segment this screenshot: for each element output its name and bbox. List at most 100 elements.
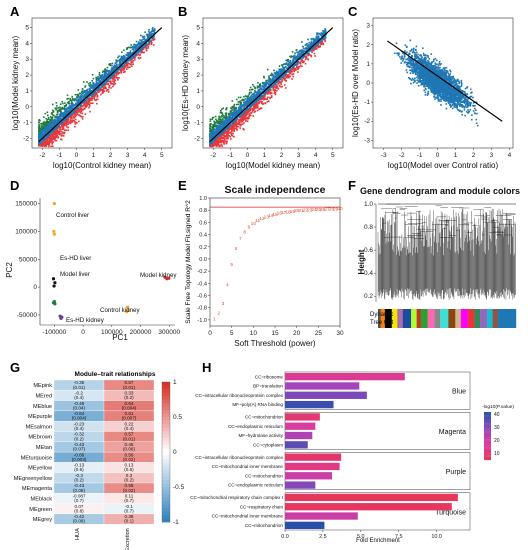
data-point [90,95,93,97]
data-point [70,110,72,112]
data-point [44,138,47,141]
data-point [150,33,153,36]
data-point [254,110,257,113]
data-point [292,57,295,59]
data-point [222,132,225,135]
data-point [116,77,118,79]
data-point [96,94,99,97]
data-point [322,43,325,46]
data-point [219,116,222,119]
data-point [121,56,124,59]
data-point [93,95,95,98]
data-point [304,62,307,65]
data-point [53,139,56,141]
data-point [145,43,147,46]
data-point [226,122,229,125]
data-point [91,84,94,86]
data-point [51,145,54,147]
data-point [143,35,146,38]
data-point [61,122,64,125]
data-point [250,100,253,103]
data-point [73,116,76,119]
data-point [114,75,116,77]
data-point [307,38,309,41]
data-point [73,111,76,114]
data-point [321,38,324,41]
data-point [74,99,76,102]
data-point [264,87,267,90]
data-point [228,129,230,131]
data-point [238,110,240,113]
data-point [115,65,118,68]
data-point [222,137,224,139]
data-point [274,92,277,95]
data-point [128,51,130,54]
data-point [48,136,51,139]
data-point [223,132,226,135]
data-point [247,108,250,110]
data-point [43,116,45,118]
data-point [240,121,243,123]
data-point [60,138,63,141]
data-point [235,125,238,128]
data-point [71,97,74,100]
data-point [98,71,101,74]
data-point [245,101,248,104]
data-point [51,141,53,144]
data-point [275,87,277,89]
data-point [211,116,214,119]
data-point [107,73,110,76]
data-point [234,124,236,127]
data-point [280,80,283,83]
data-point [75,110,77,113]
data-point [123,68,125,70]
data-point [88,103,91,106]
data-point [268,77,270,79]
data-point [274,79,276,82]
data-point [316,42,319,44]
data-point [254,87,256,90]
data-point [124,61,127,64]
data-point [57,116,60,119]
data-point [219,127,222,129]
data-point [99,88,101,90]
data-point [223,130,226,132]
data-point [268,79,271,81]
data-point [43,121,45,123]
data-point [220,120,223,123]
data-point [73,110,75,113]
data-point [98,78,101,80]
data-point [271,73,274,76]
data-point [58,133,61,136]
data-point [147,36,150,38]
data-point [267,100,270,102]
data-point [52,124,55,127]
data-point [307,45,310,48]
data-point [72,99,75,101]
data-point [283,79,286,81]
data-point [216,132,218,134]
data-point [103,70,106,73]
data-point [289,63,291,66]
data-point [244,116,247,118]
data-point [52,141,55,143]
data-point [265,85,267,87]
data-point [80,112,82,114]
data-point [133,43,136,46]
data-point [103,84,106,87]
data-point [296,65,298,68]
data-point [100,81,102,83]
data-point [108,85,111,87]
data-point [85,99,87,101]
data-point [115,59,117,61]
data-point [144,39,147,41]
data-point [129,51,132,54]
data-point [64,102,66,104]
data-point [107,79,109,81]
data-point [89,94,91,96]
data-point [219,109,222,112]
data-point [137,52,140,54]
data-point [120,70,122,73]
data-point [86,89,88,91]
data-point [120,69,122,72]
